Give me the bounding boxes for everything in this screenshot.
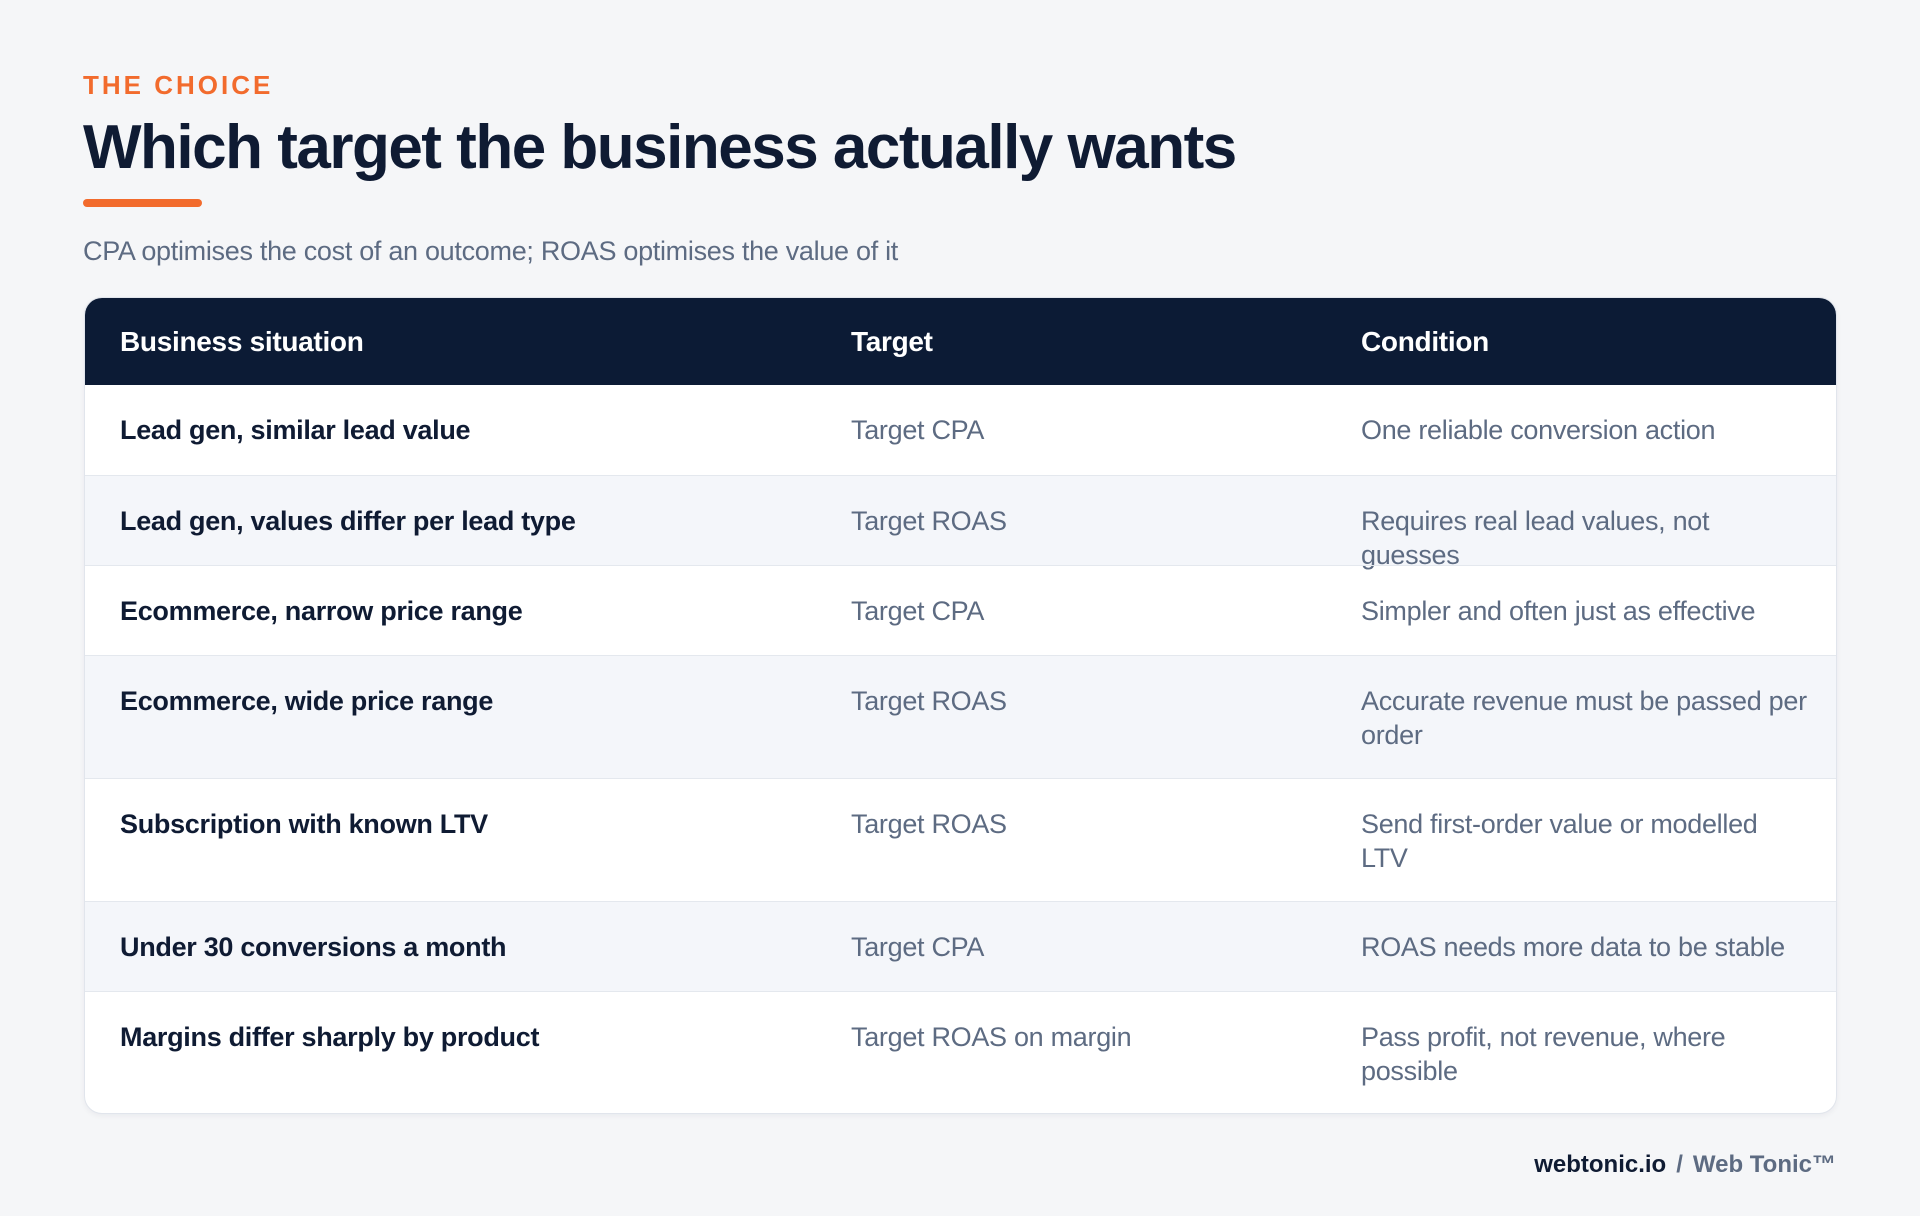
cell-target: Target CPA [851,932,985,962]
cell-condition: Simpler and often just as effective [1361,596,1756,626]
comparison-table: Business situation Target Condition Lead… [84,297,1837,1114]
cell-target: Target ROAS [851,809,1007,839]
column-header-situation: Business situation [120,326,364,357]
page-title: Which target the business actually wants [83,113,1237,182]
footer-brand: Web Tonic™ [1692,1151,1836,1178]
table-row: Lead gen, similar lead value Target CPA … [85,385,1836,475]
page-subtitle: CPA optimises the cost of an outcome; RO… [83,236,898,266]
cell-target: Target ROAS [851,506,1007,536]
cell-situation: Ecommerce, wide price range [120,686,494,716]
cell-situation: Lead gen, similar lead value [120,415,471,445]
cell-situation: Ecommerce, narrow price range [120,596,523,626]
column-header-target: Target [851,326,933,357]
footer-credit: webtonic.io / Web Tonic™ [1534,1150,1836,1180]
eyebrow-label: THE CHOICE [83,70,274,100]
cell-condition: ROAS needs more data to be stable [1361,932,1785,962]
cell-situation: Margins differ sharply by product [120,1022,540,1052]
cell-situation: Lead gen, values differ per lead type [120,506,576,536]
title-accent-bar [83,199,202,207]
cell-target: Target CPA [851,596,985,626]
cell-condition: Pass profit, not revenue, where possible [1361,1022,1726,1086]
footer-domain-link[interactable]: webtonic.io [1534,1151,1667,1178]
cell-condition: Send first-order value or modelled LTV [1361,809,1758,873]
table-row: Margins differ sharply by product Target… [85,991,1836,1113]
table-row: Lead gen, values differ per lead type Ta… [85,475,1836,570]
cell-target: Target ROAS on margin [851,1022,1132,1052]
cell-condition: Requires real lead values, not guesses [1361,506,1710,570]
cell-situation: Subscription with known LTV [120,809,488,839]
cell-condition: One reliable conversion action [1361,415,1716,445]
cell-condition: Accurate revenue must be passed per orde… [1361,686,1807,750]
table-row: Under 30 conversions a month Target CPA … [85,901,1836,991]
table-row: Subscription with known LTV Target ROAS … [85,778,1836,901]
column-header-condition: Condition [1361,326,1489,357]
cell-situation: Under 30 conversions a month [120,932,507,962]
table-row: Ecommerce, narrow price range Target CPA… [85,565,1836,655]
footer-separator: / [1676,1151,1683,1178]
cell-target: Target ROAS [851,686,1007,716]
cell-target: Target CPA [851,415,985,445]
table-row: Ecommerce, wide price range Target ROAS … [85,655,1836,778]
table-header: Business situation Target Condition [85,298,1836,385]
